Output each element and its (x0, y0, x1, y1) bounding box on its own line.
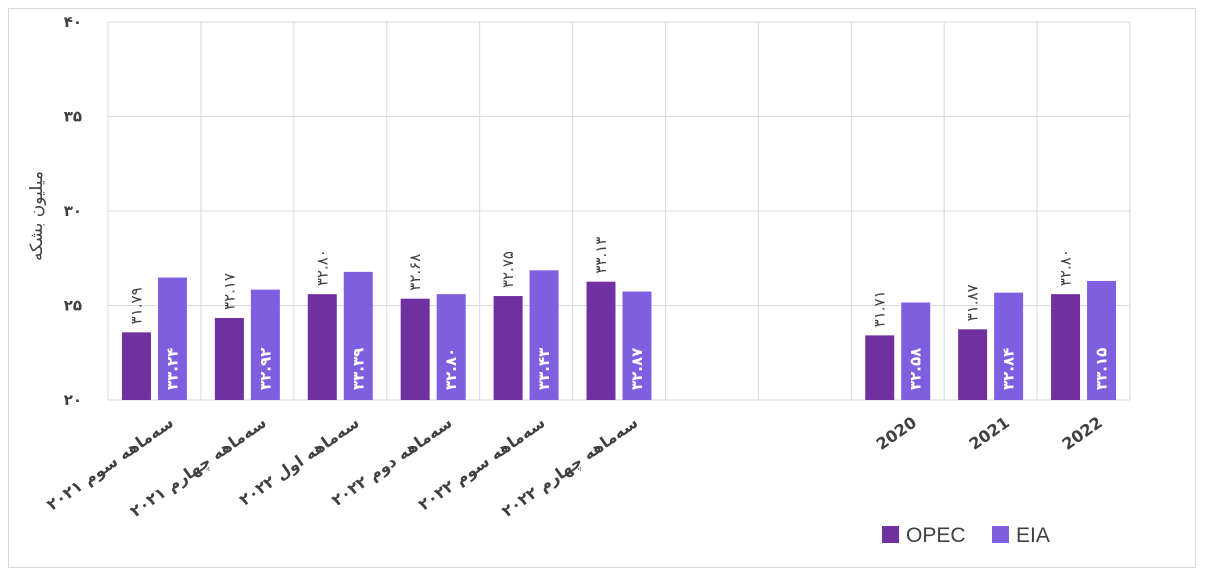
bar-eia (343, 271, 373, 400)
data-label-opec: ۳۲.۷۵ (499, 251, 517, 288)
data-label-opec: ۳۱.۸۷ (964, 284, 982, 321)
bar-eia (250, 289, 280, 400)
data-label-eia: ۳۲.۸۴ (1000, 348, 1018, 390)
data-label-opec: ۳۱.۷۹ (127, 287, 145, 324)
bar-opec (307, 294, 337, 400)
bar-eia (994, 292, 1024, 400)
data-label-opec: ۳۳.۱۳ (592, 237, 610, 274)
bar-eia (436, 294, 466, 400)
bar-eia (622, 291, 652, 400)
data-label-eia: ۳۳.۱۵ (1093, 348, 1111, 390)
data-label-eia: ۳۳.۴۳ (535, 348, 553, 390)
x-tick-label: 2020 (873, 413, 920, 454)
bar-eia (529, 270, 559, 400)
data-label-opec: ۳۲.۸۰ (313, 249, 331, 286)
bar-eia (901, 302, 931, 400)
legend-label-eia: EIA (1016, 524, 1050, 547)
y-tick-label: ۴۰ (64, 13, 82, 31)
bar-opec (400, 298, 430, 400)
y-tick-label: ۲۵ (64, 297, 82, 315)
x-tick-label: 2022 (1058, 413, 1105, 454)
x-tick-label: 2021 (966, 413, 1013, 454)
bar-opec (121, 332, 151, 400)
data-label-eia: ۳۲.۵۸ (907, 348, 925, 390)
data-label-opec: ۳۲.۶۸ (406, 254, 424, 291)
chart-frame (8, 8, 1196, 568)
data-label-eia: ۳۲.۹۲ (256, 348, 274, 390)
bar-eia (1087, 280, 1117, 400)
y-tick-label: ۳۰ (64, 202, 82, 220)
data-label-eia: ۳۲.۸۷ (628, 348, 646, 390)
data-label-opec: ۳۲.۱۷ (220, 273, 238, 310)
bar-eia (157, 277, 187, 400)
bar-opec (214, 317, 244, 400)
y-tick-label: ۲۰ (64, 391, 82, 409)
legend-swatch-eia (992, 526, 1009, 543)
bar-opec (493, 296, 523, 400)
bar-opec (586, 281, 616, 400)
legend-label-opec: OPEC (906, 524, 966, 547)
y-tick-label: ۳۵ (64, 108, 82, 126)
bar-opec (865, 335, 895, 400)
y-axis-title: میلیون بشکه (27, 171, 47, 261)
legend-swatch-opec (882, 526, 899, 543)
data-label-eia: ۳۳.۲۴ (163, 348, 181, 390)
data-label-opec: ۳۲.۸۰ (1057, 249, 1075, 286)
data-label-eia: ۳۳.۳۹ (349, 348, 367, 390)
data-label-eia: ۳۲.۸۰ (442, 348, 460, 390)
data-label-opec: ۳۱.۷۱ (871, 290, 889, 327)
bar-opec (1051, 294, 1081, 400)
bar-opec (958, 329, 988, 400)
